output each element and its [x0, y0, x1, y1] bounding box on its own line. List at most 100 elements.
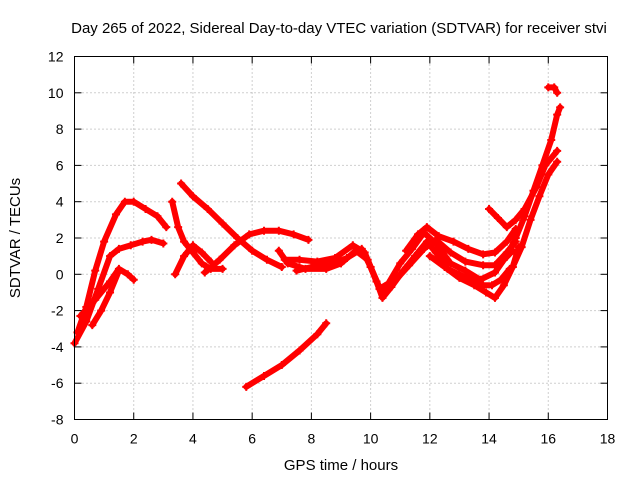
data-point: [106, 252, 115, 261]
data-point: [526, 215, 535, 224]
data-point: [390, 277, 399, 286]
data-point: [91, 266, 100, 275]
data-point: [197, 248, 206, 257]
y-tick-label: -8: [51, 412, 64, 428]
x-tick-label: 4: [189, 431, 197, 447]
y-tick-label: 4: [56, 194, 64, 210]
data-point: [245, 230, 254, 239]
data-point: [120, 197, 129, 206]
data-point: [313, 330, 322, 339]
data-point: [366, 263, 375, 272]
x-tick-label: 8: [307, 431, 315, 447]
data-point: [357, 244, 366, 253]
y-tick-label: -2: [51, 303, 64, 319]
series-track-2: [74, 198, 170, 336]
data-point: [218, 264, 227, 273]
data-point: [230, 241, 239, 250]
y-tick-label: 10: [48, 85, 64, 101]
series-track-16: [503, 104, 564, 260]
data-point: [325, 261, 334, 270]
data-point: [502, 223, 511, 232]
data-point: [502, 252, 511, 261]
data-point: [455, 273, 464, 282]
data-point: [434, 232, 443, 241]
x-tick-label: 6: [248, 431, 256, 447]
data-point: [76, 312, 85, 321]
data-point: [419, 244, 428, 253]
data-point: [289, 230, 298, 239]
data-point: [490, 293, 499, 302]
data-point: [511, 215, 520, 224]
data-point: [553, 110, 562, 119]
data-point: [114, 244, 123, 253]
y-tick-label: 8: [56, 121, 64, 137]
data-point: [348, 241, 357, 250]
data-point: [262, 255, 271, 264]
series-track-9: [243, 320, 330, 390]
data-point: [490, 268, 499, 277]
data-point: [476, 275, 485, 284]
data-point: [502, 237, 511, 246]
y-axis-label: SDTVAR / TECUs: [7, 178, 24, 298]
data-point: [446, 248, 455, 257]
data-point: [490, 248, 499, 257]
data-point: [274, 226, 283, 235]
data-point: [88, 321, 97, 330]
data-point: [396, 259, 405, 268]
data-point: [203, 204, 212, 213]
data-point: [215, 255, 224, 264]
x-tick-label: 10: [363, 431, 379, 447]
series-layer: [70, 83, 565, 391]
data-point: [188, 192, 197, 201]
data-point: [123, 270, 132, 279]
data-point: [129, 197, 138, 206]
data-point: [553, 88, 562, 97]
x-tick-label: 0: [71, 431, 79, 447]
data-point: [280, 255, 289, 264]
grid: [74, 56, 608, 420]
chart-title: Day 265 of 2022, Sidereal Day-to-day VTE…: [71, 20, 607, 37]
data-point: [490, 261, 499, 270]
y-tick-label: -6: [51, 375, 64, 391]
data-point: [100, 237, 109, 246]
y-tick-label: 0: [56, 266, 64, 282]
data-point: [277, 361, 286, 370]
data-point: [440, 263, 449, 272]
data-point: [260, 226, 269, 235]
data-point: [260, 371, 269, 380]
data-point: [138, 237, 147, 246]
x-tick-label: 14: [481, 431, 497, 447]
x-tick-label: 12: [422, 431, 438, 447]
data-point: [197, 259, 206, 268]
data-point: [488, 281, 497, 290]
data-point: [304, 235, 313, 244]
data-point: [449, 237, 458, 246]
y-tick-label: 2: [56, 230, 64, 246]
data-point: [242, 382, 251, 391]
data-point: [188, 241, 197, 250]
data-point: [295, 346, 304, 355]
data-point: [114, 266, 123, 275]
series-track-17: [509, 158, 561, 270]
data-point: [482, 288, 491, 297]
data-point: [553, 157, 562, 166]
data-point: [174, 223, 183, 232]
data-point: [141, 204, 150, 213]
data-point: [413, 230, 422, 239]
y-tick-label: 12: [48, 49, 64, 65]
data-point: [180, 237, 189, 246]
data-point: [126, 241, 135, 250]
data-point: [295, 255, 304, 264]
data-point: [200, 268, 209, 277]
data-point: [162, 223, 171, 232]
x-tick-label: 16: [540, 431, 556, 447]
x-axis-label: GPS time / hours: [284, 457, 398, 474]
data-point: [342, 253, 351, 262]
data-point: [464, 244, 473, 253]
data-point: [529, 186, 538, 195]
data-point: [485, 204, 494, 213]
data-point: [292, 266, 301, 275]
data-point: [97, 306, 106, 315]
data-point: [248, 246, 257, 255]
